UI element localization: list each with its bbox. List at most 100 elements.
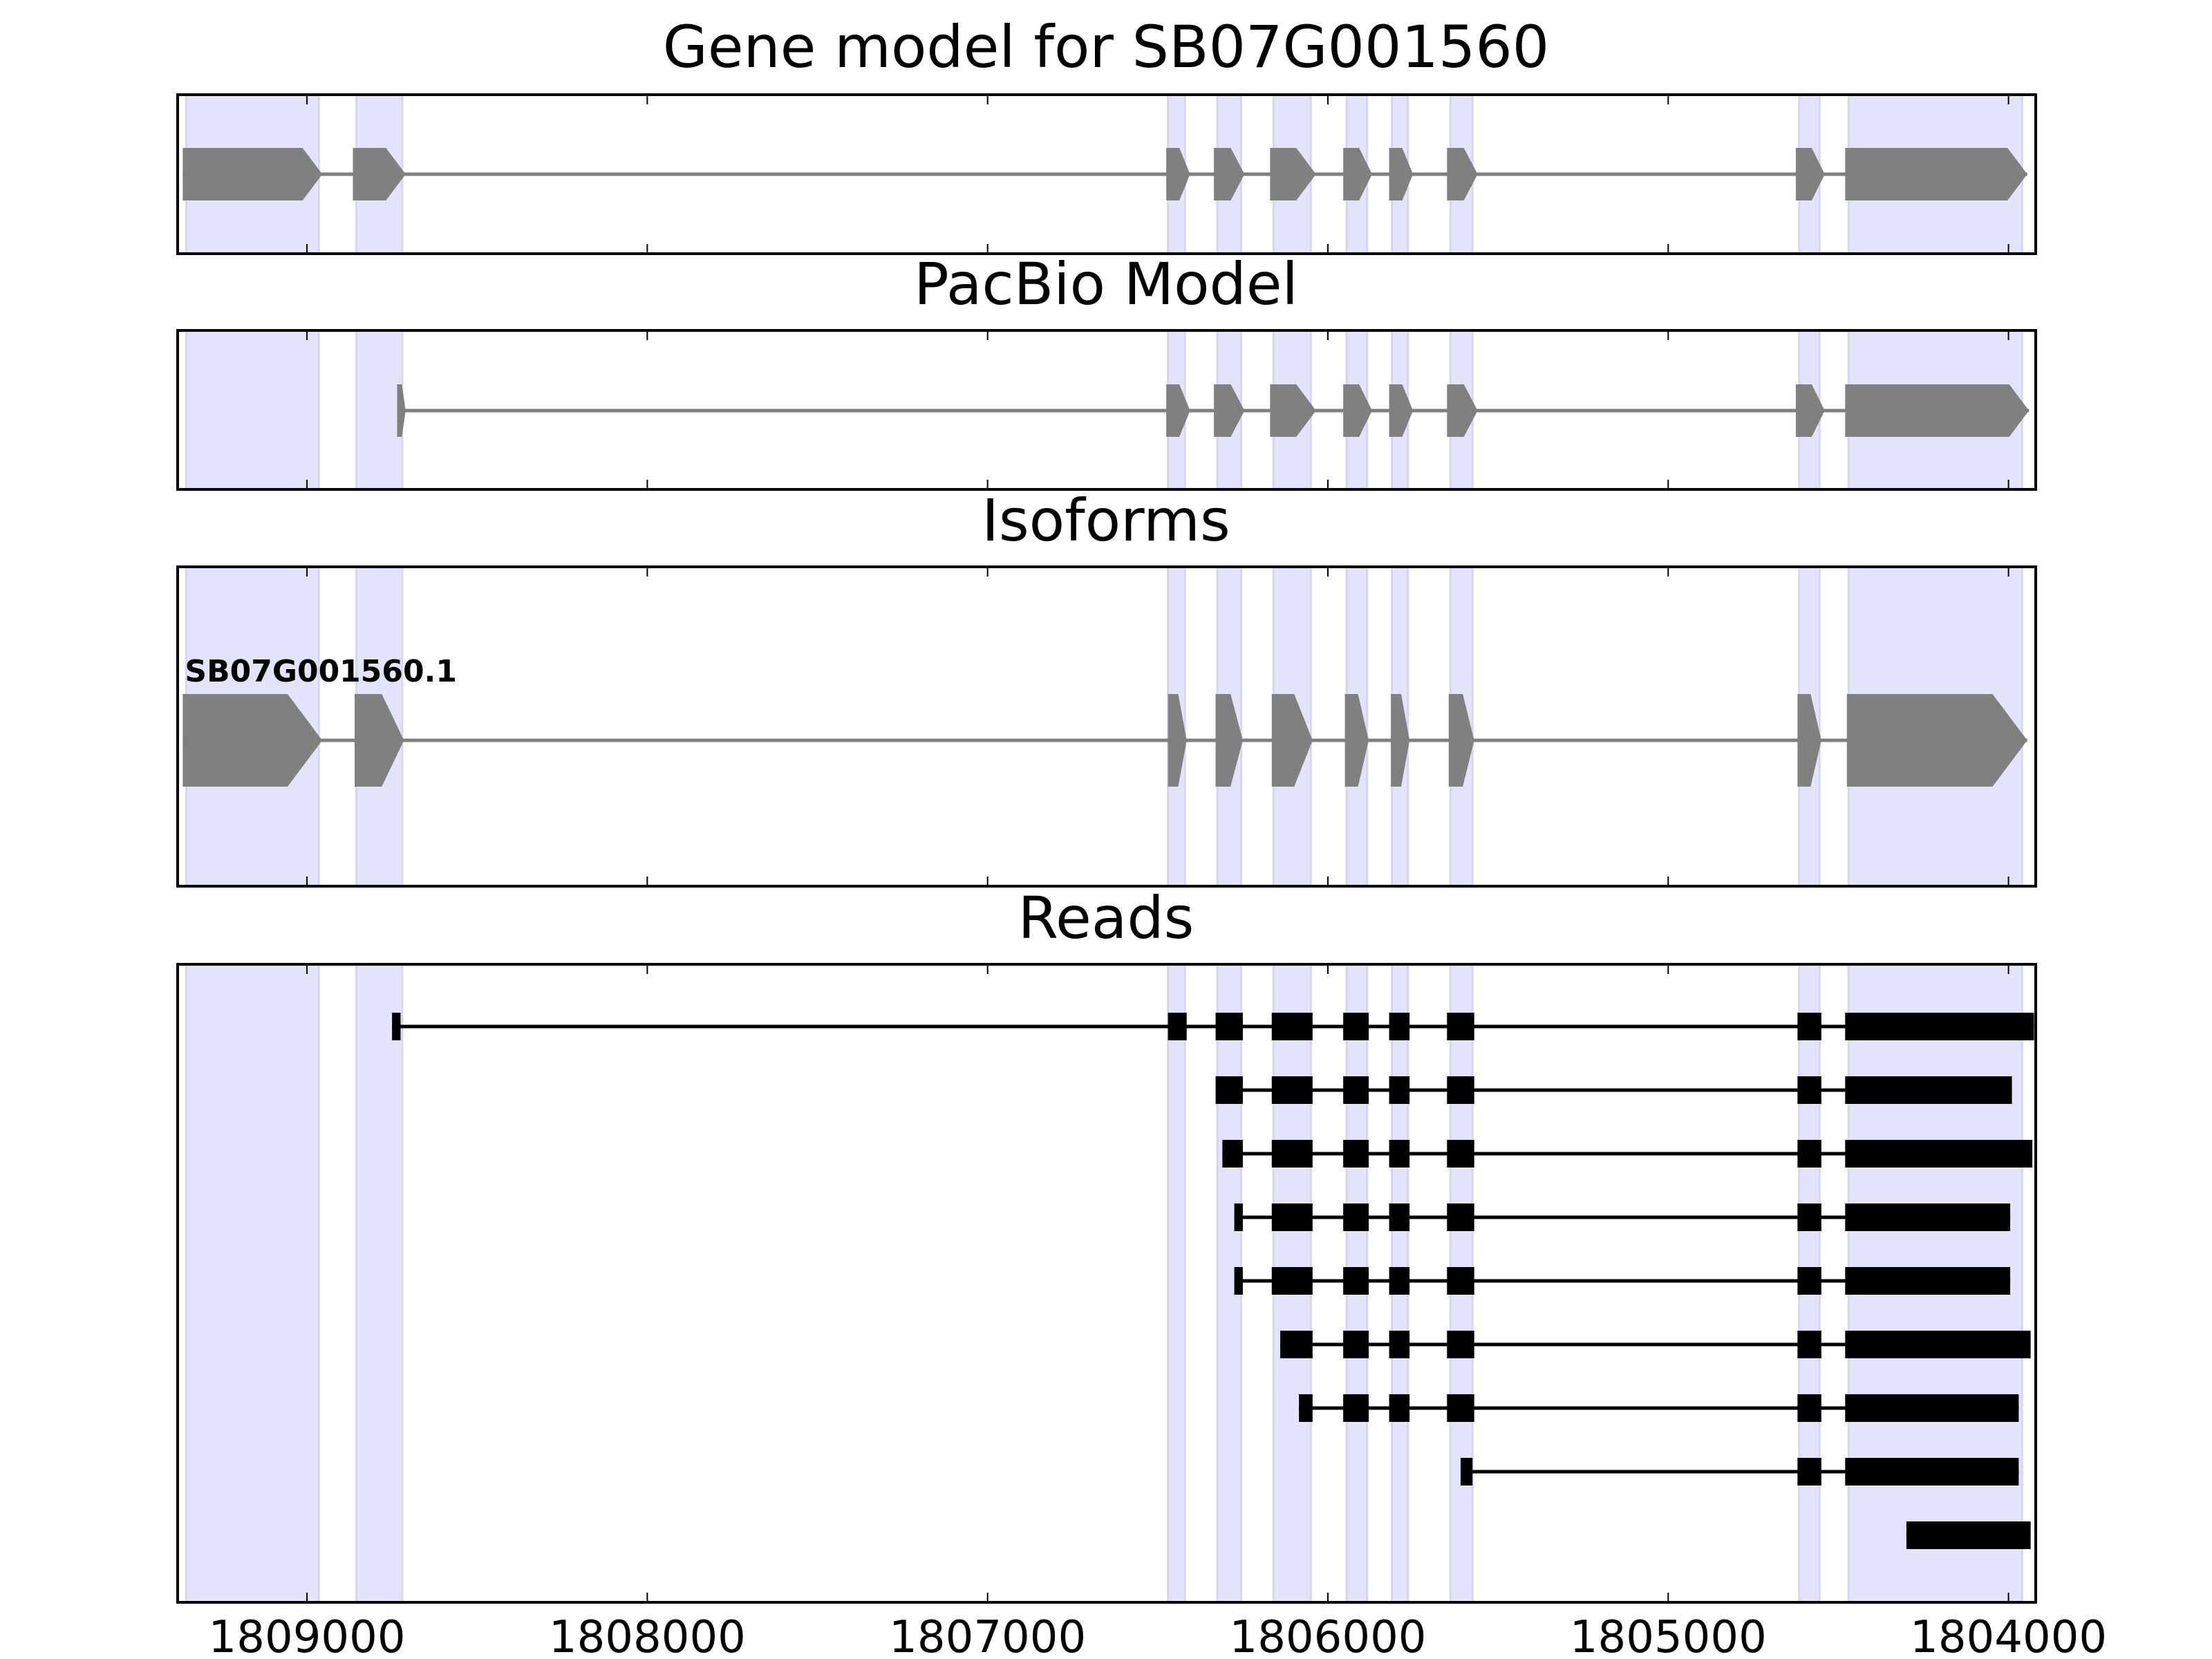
x-tick-label: 1806000 [1229, 1612, 1426, 1659]
exon-block [1343, 384, 1372, 437]
exon-block [1846, 694, 2027, 787]
read-exon-block [1389, 1203, 1410, 1231]
pacbio-model-panel [176, 329, 2037, 491]
read-exon-block [1389, 1267, 1410, 1295]
x-tick-label: 1809000 [209, 1612, 406, 1659]
exon-block [1214, 148, 1245, 200]
read-exon-block [1343, 1267, 1369, 1295]
read-exon-block [1271, 1203, 1313, 1231]
read-exon-block [1343, 1394, 1369, 1422]
exon-block [1795, 384, 1825, 437]
x-axis-tick-labels: 1809000 1808000 1807000 1806000 1805000 18040… [209, 1612, 2108, 1659]
panel-frame [176, 565, 2037, 888]
panel-frame [176, 963, 2037, 1604]
x-tick-label: 1805000 [1570, 1612, 1767, 1659]
isoforms-title: Isoforms [982, 487, 1230, 554]
exon-block [182, 148, 323, 200]
read-exon-block [1343, 1203, 1369, 1231]
read-exon-block [1845, 1331, 2031, 1358]
read-exon-block [1343, 1331, 1369, 1358]
read-exon-block [1389, 1076, 1410, 1104]
exon-block [355, 694, 404, 787]
exon-block [1166, 384, 1190, 437]
read-exon-block [1845, 1267, 2011, 1295]
read-exon-block [1215, 1076, 1243, 1104]
exon-block [1389, 148, 1414, 200]
gene-model-panel [176, 93, 2037, 255]
exon-block [1797, 694, 1821, 787]
x-tick-label: 1804000 [1910, 1612, 2107, 1659]
read-exon-block [1215, 1013, 1243, 1040]
read-exon-block [1461, 1458, 1473, 1485]
exon-block [1271, 694, 1313, 787]
read-exon-block [1447, 1331, 1474, 1358]
exon-highlight-region [355, 329, 404, 491]
read-exon-block [1797, 1394, 1821, 1422]
read-exon-block [1299, 1394, 1313, 1422]
read-exon-block [1845, 1203, 2011, 1231]
exon-block [1389, 384, 1414, 437]
read-exon-block [1845, 1458, 2019, 1485]
read-exon-block [1797, 1013, 1821, 1040]
x-tick-label: 1807000 [889, 1612, 1086, 1659]
x-tick-label: 1808000 [549, 1612, 746, 1659]
exon-block [1845, 148, 2027, 200]
exon-block [1214, 384, 1245, 437]
reads-title: Reads [1018, 884, 1194, 952]
read-exon-block [1389, 1140, 1410, 1168]
read-exon-block [1447, 1076, 1474, 1104]
read-exon-block [1343, 1013, 1369, 1040]
read-exon-block [1845, 1013, 2034, 1040]
read-exon-block [1271, 1076, 1313, 1104]
exon-highlight-region [355, 963, 404, 1604]
exon-highlight-region [1167, 963, 1186, 1604]
exon-block [1845, 384, 2030, 437]
exon-block [1166, 148, 1190, 200]
read-exon-block [1906, 1521, 2031, 1549]
gene-model-title: Gene model for SB07G001560 [663, 13, 1549, 81]
read-exon-block [1389, 1331, 1410, 1358]
pacbio-model-title: PacBio Model [914, 250, 1298, 318]
isoforms-panel: SB07G001560.1 [176, 565, 2037, 888]
read-exon-block [1797, 1140, 1821, 1168]
reads-panel [176, 963, 2037, 1604]
exon-block [1448, 694, 1474, 787]
read-exon-block [1797, 1458, 1821, 1485]
read-exon-block [1845, 1140, 2033, 1168]
panel-frame [176, 93, 2037, 255]
exon-highlight-region [185, 963, 320, 1604]
read-exon-block [1389, 1013, 1410, 1040]
read-exon-block [1234, 1203, 1243, 1231]
read-exon-block [1845, 1076, 2012, 1104]
isoform-label: SB07G001560.1 [185, 654, 457, 689]
read-exon-block [1797, 1267, 1821, 1295]
read-exon-block [1447, 1394, 1474, 1422]
read-exon-block [1222, 1140, 1243, 1168]
exon-block [1344, 694, 1369, 787]
read-exon-block [1343, 1076, 1369, 1104]
read-exon-block [1271, 1140, 1313, 1168]
exon-block [1270, 384, 1316, 437]
exon-block [1391, 694, 1410, 787]
exon-block [1343, 148, 1372, 200]
read-exon-block [1797, 1203, 1821, 1231]
panel-frame [176, 329, 2037, 491]
read-exon-block [1797, 1076, 1821, 1104]
exon-block [1215, 694, 1243, 787]
read-exon-block [1389, 1394, 1410, 1422]
exon-highlight-region [185, 329, 320, 491]
read-exon-block [1447, 1203, 1474, 1231]
exon-block [1270, 148, 1316, 200]
exon-block [1447, 384, 1478, 437]
read-exon-block [1168, 1013, 1187, 1040]
read-exon-block [1271, 1267, 1313, 1295]
read-exon-block [1447, 1013, 1474, 1040]
exon-block [353, 148, 406, 200]
exon-block [1447, 148, 1478, 200]
exon-block [182, 694, 323, 787]
read-exon-block [1343, 1140, 1369, 1168]
read-exon-block [1447, 1140, 1474, 1168]
read-exon-block [1280, 1331, 1313, 1358]
read-exon-block [1271, 1013, 1313, 1040]
exon-block [397, 384, 406, 437]
